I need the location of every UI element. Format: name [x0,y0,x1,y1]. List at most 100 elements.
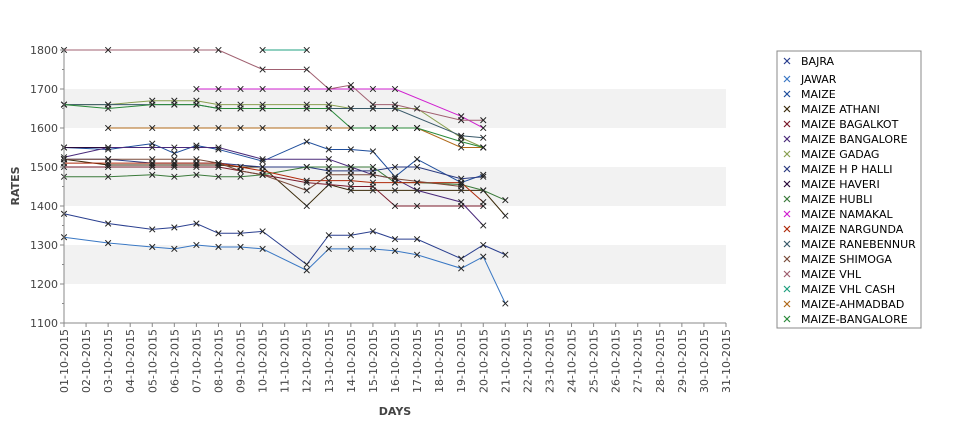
data-point [171,224,178,231]
legend-entry: BAJRA [783,55,835,68]
series-line [64,158,462,191]
data-point [303,138,310,145]
data-point [303,66,310,73]
data-point [237,230,244,237]
data-point [413,179,421,186]
legend-label: MAIZE-AHMADBAD [801,298,904,311]
data-point [480,124,487,132]
x-tick-label: 28-10-2015 [654,329,667,393]
data-point [480,173,487,180]
data-point [480,117,487,124]
data-point [325,105,332,112]
data-point [502,212,509,219]
data-point [259,85,266,93]
x-tick-label: 11-10-2015 [279,329,292,393]
data-point [413,105,421,112]
data-point [458,144,465,151]
data-point [215,124,222,132]
legend-marker [783,210,791,218]
series-line [63,104,484,148]
data-point [413,251,421,258]
legend-label: BAJRA [801,55,835,68]
data-point [259,245,266,253]
legend-entry: MAIZE VHL CASH [783,283,895,296]
data-point [480,198,487,206]
y-axis-title: RATES [9,166,22,205]
legend-label: MAIZE H P HALLI [801,163,892,176]
grid-band [64,167,726,206]
data-point [391,85,399,93]
data-point [413,156,421,163]
data-point [237,173,244,180]
y-tick-label: 1800 [30,44,58,57]
legend-entry: MAIZE BAGALKOT [783,118,899,131]
data-point [104,239,112,247]
x-tick-label: 18-10-2015 [433,329,446,393]
data-point [171,144,178,151]
legend-label: MAIZE-BANGALORE [801,313,908,326]
legend-marker [783,135,791,143]
data-point [215,144,222,151]
x-tick-label: 13-10-2015 [323,329,336,393]
legend-label: MAIZE NARGUNDA [801,223,904,236]
data-point [303,267,310,274]
legend-marker [783,90,791,98]
x-axis-ticks: 01-10-2015 02-10-2015 03-10-2015 04-10-2015… [58,323,733,393]
data-point [193,101,200,108]
data-point [458,198,465,206]
data-point [149,124,156,132]
x-tick-label: 03-10-2015 [102,329,115,393]
legend-marker [783,150,791,158]
series-points [60,46,509,307]
legend-marker [783,225,791,233]
legend-marker [783,165,791,173]
x-tick-label: 14-10-2015 [345,329,358,393]
data-point [237,243,244,251]
data-point [237,85,244,93]
data-point [193,124,200,132]
legend-marker [783,180,791,188]
data-point [259,105,266,112]
data-point [413,202,421,210]
data-point [171,173,178,180]
data-point [369,228,377,235]
legend-entry: MAIZE H P HALLI [783,163,892,176]
data-point [325,85,332,93]
legend-entry: MAIZE-AHMADBAD [783,298,904,311]
data-point [259,157,266,165]
data-point [149,161,156,169]
data-point [502,300,509,307]
data-point [171,101,178,108]
data-point [391,163,399,171]
data-point [413,235,421,243]
x-tick-label: 08-10-2015 [212,329,225,393]
legend-entry: MAIZE NAMAKAL [783,208,894,221]
legend-entry: MAIZE-BANGALORE [783,313,908,326]
data-point [193,171,200,178]
y-tick-label: 1300 [30,239,58,252]
legend-entry: MAIZE [783,88,836,101]
data-point [325,171,332,178]
data-point [458,255,465,262]
legend-label: MAIZE GADAG [801,148,879,161]
data-point [480,134,487,141]
data-point [104,146,112,153]
x-tick-label: 09-10-2015 [235,329,248,393]
data-point [149,156,156,163]
data-point [391,187,399,194]
data-point [347,232,355,239]
data-point [325,146,332,153]
x-tick-label: 12-10-2015 [301,329,314,393]
data-point [391,101,399,108]
x-tick-label: 10-10-2015 [257,329,270,393]
legend-marker [783,300,791,308]
data-point [303,187,310,194]
y-tick-label: 1100 [30,317,58,330]
data-point [149,226,156,233]
legend-marker [783,240,791,248]
legend-label: MAIZE VHL [801,268,862,281]
data-point [193,144,200,151]
legend-box [776,50,922,329]
x-tick-label: 06-10-2015 [168,329,181,393]
